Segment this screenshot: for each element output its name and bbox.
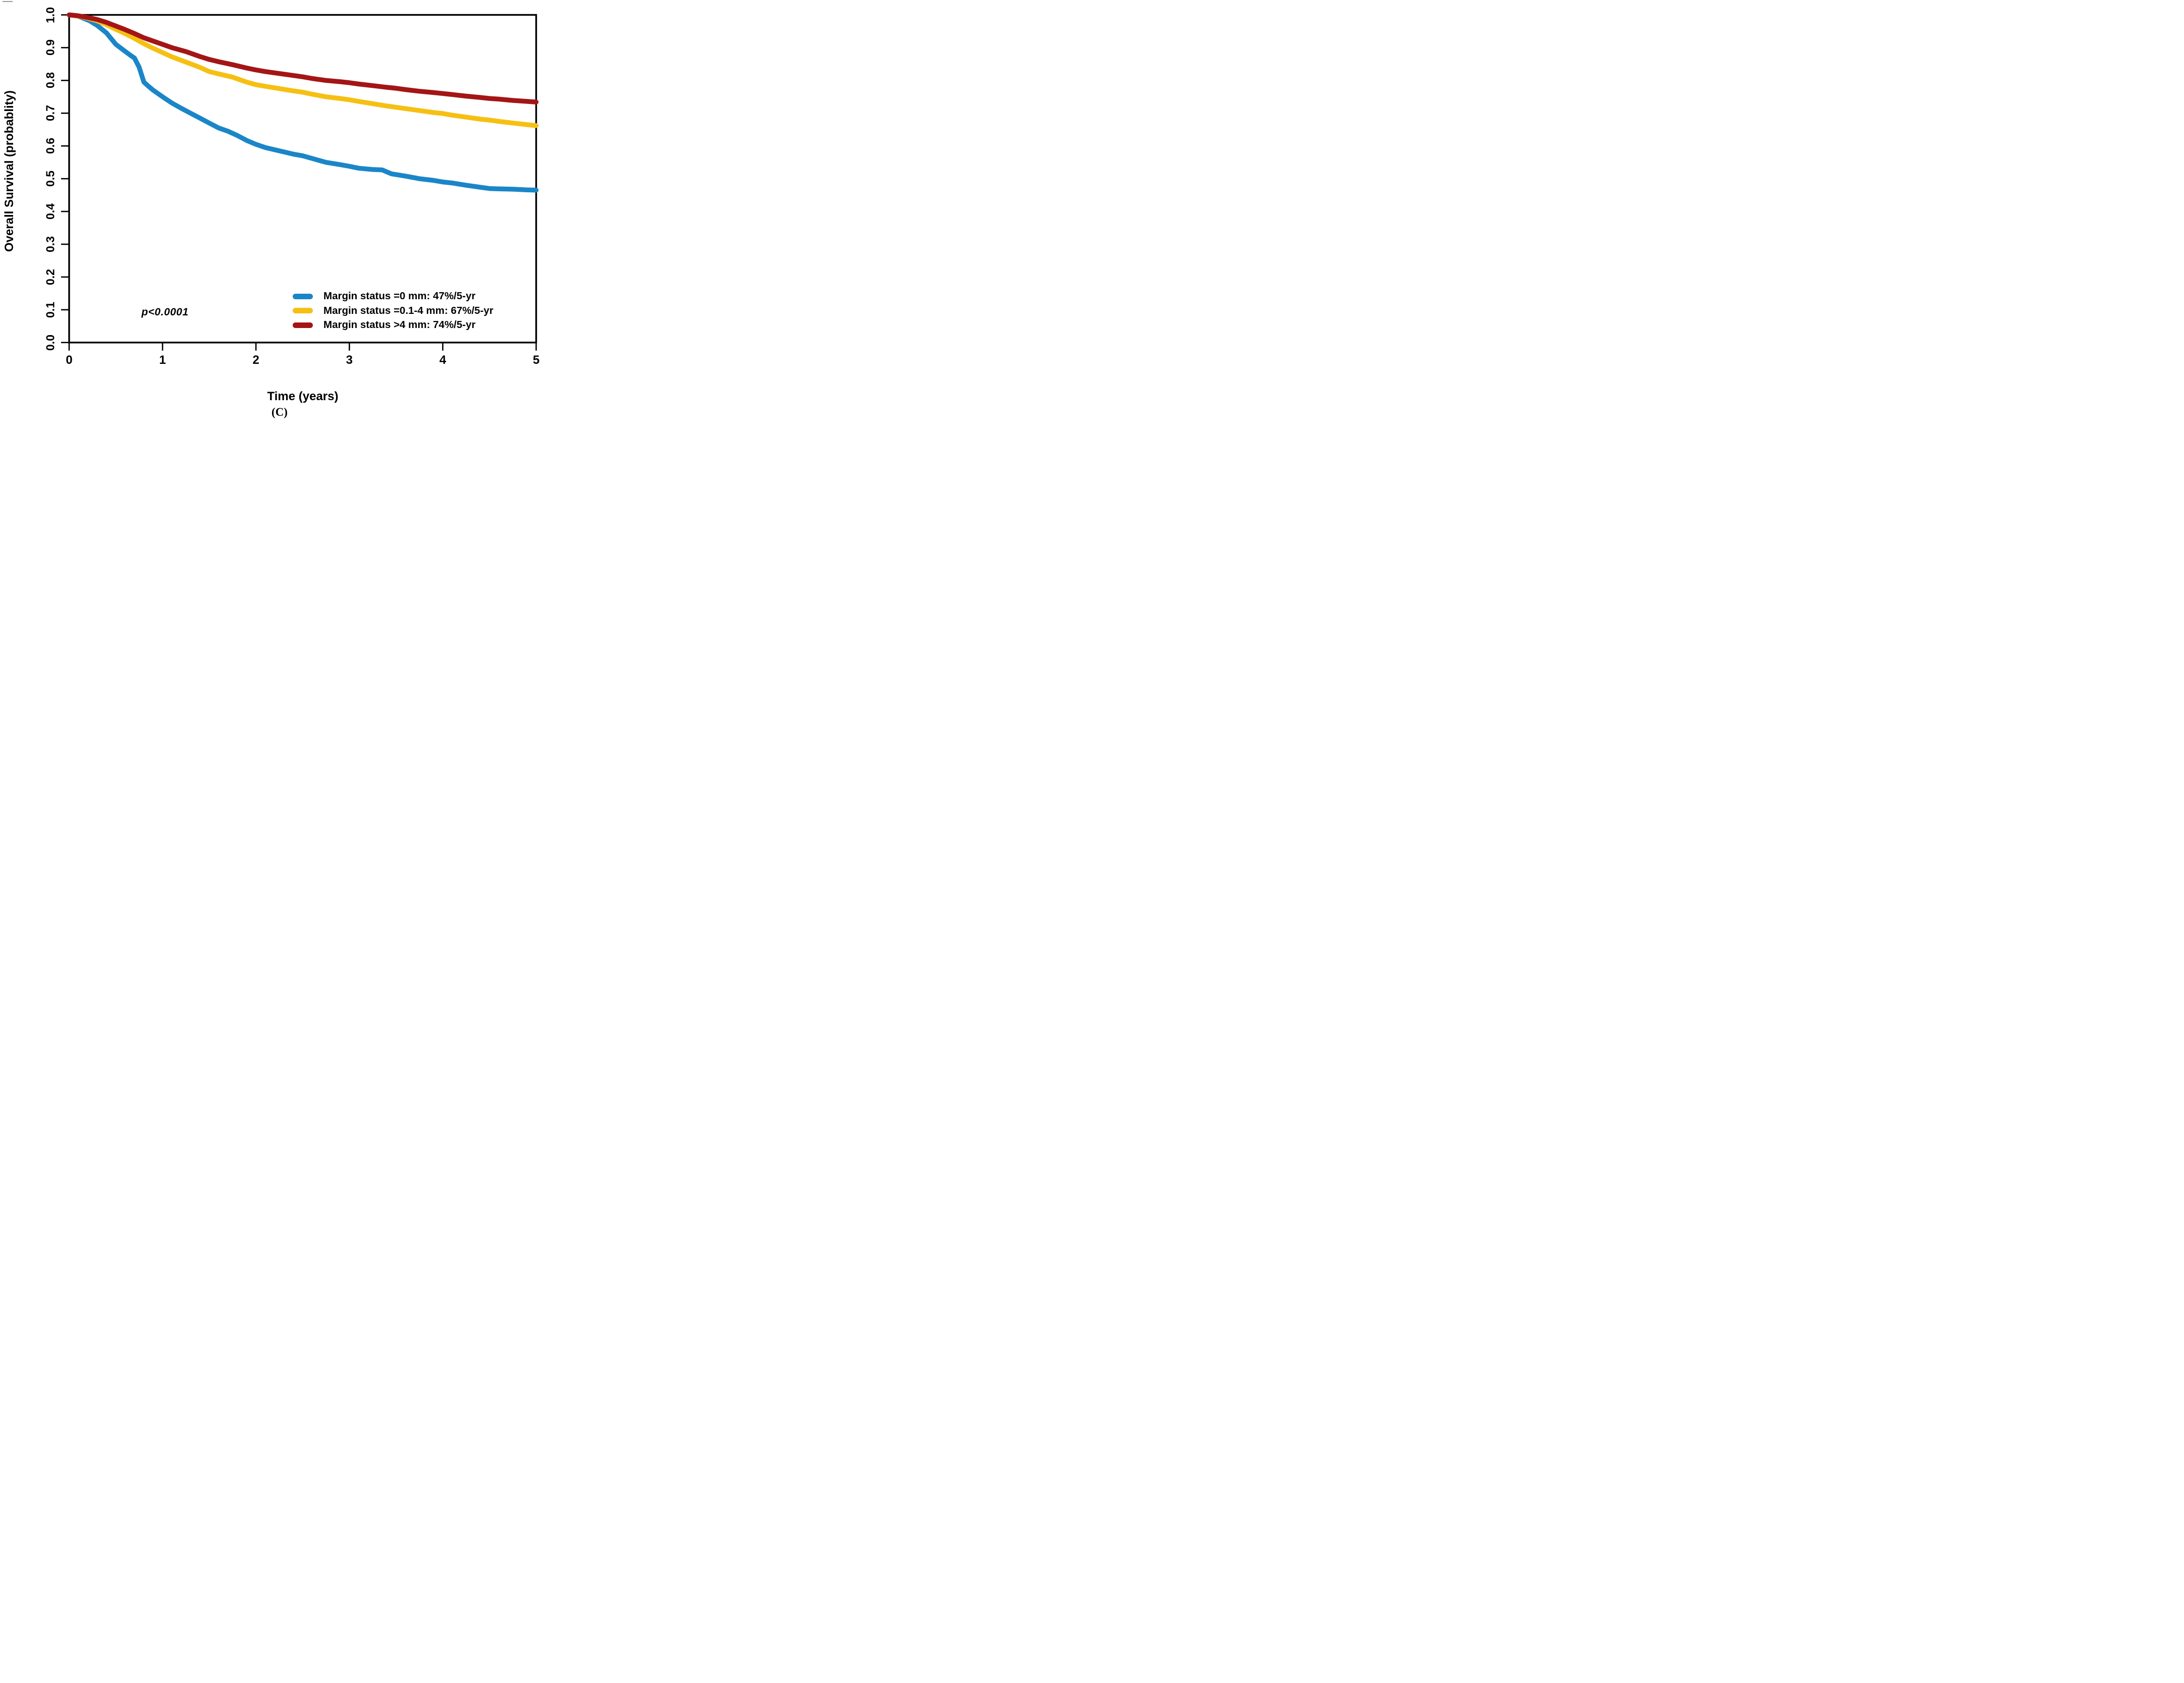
survival-chart-figure: Overall Survival (probablity) 0.0 0.1 0.2 0… xyxy=(0,0,546,421)
panel-caption: (C) xyxy=(271,406,288,418)
x-tick-label: 1 xyxy=(159,353,166,367)
y-tick-label: 1.0 xyxy=(43,7,57,23)
y-tick-label: 0.9 xyxy=(43,39,57,56)
y-tick-label: 0.1 xyxy=(43,301,57,318)
y-tick-label: 0.2 xyxy=(43,268,57,285)
survival-curve-margin-0mm xyxy=(67,12,539,193)
x-axis-title: Time (years) xyxy=(267,390,339,403)
legend-swatch-darkred xyxy=(293,322,313,328)
y-axis-title: Overall Survival (probablity) xyxy=(3,90,16,252)
legend-swatch-yellow xyxy=(293,308,313,314)
survival-curve-margin-gt4mm xyxy=(67,12,539,104)
legend-label: Margin status =0 mm: 47%/5-yr xyxy=(323,290,476,302)
legend-swatch-blue xyxy=(293,293,313,299)
y-tick-label: 0.7 xyxy=(43,105,57,122)
x-tick-label: 4 xyxy=(439,353,447,367)
y-tick-label: 0.5 xyxy=(43,171,57,187)
legend-label: Margin status =0.1-4 mm: 67%/5-yr xyxy=(323,304,494,316)
y-tick-label: 0.8 xyxy=(43,72,57,89)
x-tick-label: 3 xyxy=(346,353,353,367)
survival-curve-margin-0.1-4mm xyxy=(67,12,539,128)
scan-artifact-line xyxy=(3,1,13,2)
y-tick-label: 0.6 xyxy=(43,138,57,154)
y-tick-label: 0.0 xyxy=(43,334,57,351)
legend-label: Margin status >4 mm: 74%/5-yr xyxy=(323,319,476,331)
legend: Margin status =0 mm: 47%/5-yr Margin sta… xyxy=(293,289,494,333)
legend-item-margin-gt4mm: Margin status >4 mm: 74%/5-yr xyxy=(293,318,494,333)
y-tick-label: 0.3 xyxy=(43,236,57,252)
x-tick-label: 2 xyxy=(252,353,259,367)
x-tick-label: 0 xyxy=(66,353,73,367)
p-value-annotation: p<0.0001 xyxy=(141,306,189,318)
legend-item-margin-0mm: Margin status =0 mm: 47%/5-yr xyxy=(293,289,494,304)
kaplan-meier-plot xyxy=(61,12,539,351)
y-tick-label: 0.4 xyxy=(43,203,57,220)
legend-item-margin-0.1-4mm: Margin status =0.1-4 mm: 67%/5-yr xyxy=(293,304,494,318)
x-tick-label: 5 xyxy=(532,353,540,367)
